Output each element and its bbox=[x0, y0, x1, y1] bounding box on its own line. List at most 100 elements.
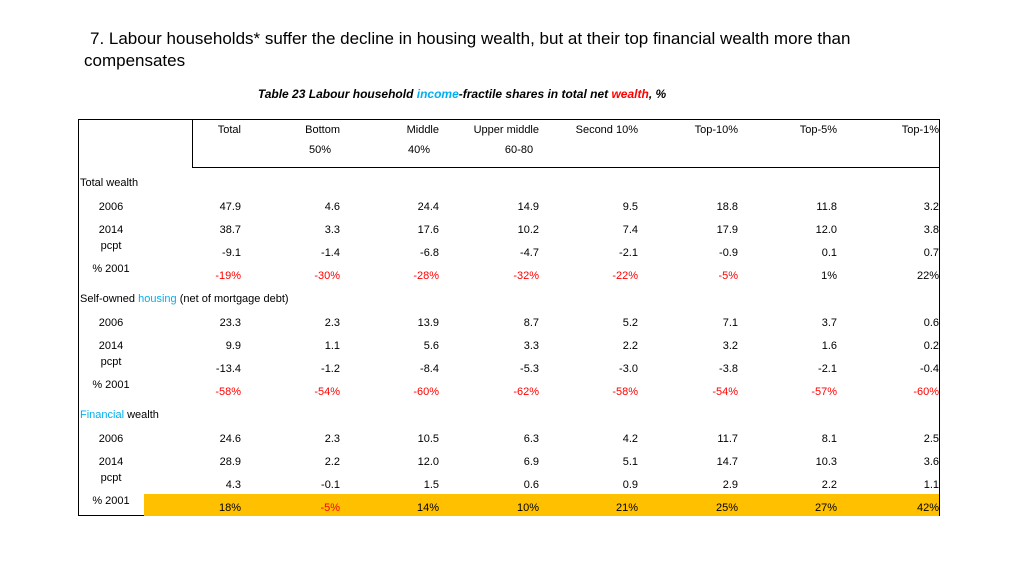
column-header-sub: 60-80 bbox=[504, 144, 534, 156]
table-cell: 0.2 bbox=[923, 340, 939, 352]
table-cell: -2.1 bbox=[619, 247, 638, 259]
section-title: Financial wealth bbox=[80, 409, 159, 422]
table-cell: -62% bbox=[513, 386, 539, 398]
table-cell: 3.2 bbox=[722, 340, 738, 352]
caption-part-3: , % bbox=[648, 87, 667, 101]
section-title-text: Total wealth bbox=[80, 177, 139, 189]
column-header: Bottom bbox=[305, 124, 340, 136]
table-cell: 12.0 bbox=[417, 456, 439, 468]
table-cell: 3.3 bbox=[324, 224, 340, 236]
table-cell: 14% bbox=[416, 502, 439, 514]
table-cell: 11.7 bbox=[717, 433, 738, 445]
highlight-row-fill bbox=[144, 494, 939, 516]
table-cell: 4.6 bbox=[324, 201, 340, 213]
table-cell: -1.2 bbox=[321, 363, 340, 375]
table-cell: 11.8 bbox=[816, 201, 837, 213]
table-cell: -0.9 bbox=[719, 247, 738, 259]
caption-income-word: income bbox=[416, 87, 459, 101]
column-header: Middle bbox=[406, 124, 439, 136]
table-cell: 2.3 bbox=[324, 433, 340, 445]
section-title-rest: (net of mortgage debt) bbox=[176, 293, 289, 305]
section-title-highlight: housing bbox=[138, 293, 177, 305]
table-cell: 10.3 bbox=[815, 456, 837, 468]
table-cell: -0.4 bbox=[920, 363, 939, 375]
table-cell: 10% bbox=[516, 502, 539, 514]
table-cell: 3.3 bbox=[523, 340, 539, 352]
column-header: Top-5% bbox=[799, 124, 837, 136]
table-cell: 9.5 bbox=[622, 201, 638, 213]
table-cell: 14.9 bbox=[517, 201, 539, 213]
row-label: pcpt bbox=[100, 240, 122, 252]
heading-line-2: compensates bbox=[84, 51, 186, 70]
table-cell: -54% bbox=[712, 386, 738, 398]
table-cell: 6.3 bbox=[523, 433, 539, 445]
table-cell: 14.7 bbox=[716, 456, 738, 468]
table-cell: 10.2 bbox=[517, 224, 539, 236]
table-cell: 0.6 bbox=[523, 479, 539, 491]
table-cell: -0.1 bbox=[321, 479, 340, 491]
table-cell: 0.7 bbox=[923, 247, 939, 259]
table-cell: 3.2 bbox=[923, 201, 939, 213]
caption-wealth-word: wealth bbox=[611, 87, 649, 101]
section-title-text: Self-owned bbox=[80, 293, 139, 305]
table-cell: 3.6 bbox=[923, 456, 939, 468]
table-cell: 47.9 bbox=[219, 201, 241, 213]
table-cell: 22% bbox=[916, 270, 939, 282]
table-cell: -8.4 bbox=[420, 363, 439, 375]
table-cell: 5.1 bbox=[622, 456, 638, 468]
table-cell: 8.1 bbox=[821, 433, 837, 445]
table-cell: -28% bbox=[413, 270, 439, 282]
row-label: 2014 bbox=[98, 224, 124, 236]
table-cell: -6.8 bbox=[420, 247, 439, 259]
table-cell: -4.7 bbox=[520, 247, 539, 259]
table-cell: 1.1 bbox=[923, 479, 939, 491]
table-cell: -19% bbox=[215, 270, 241, 282]
table-cell: -60% bbox=[913, 386, 939, 398]
table-cell: 21% bbox=[615, 502, 638, 514]
table-cell: -57% bbox=[811, 386, 837, 398]
row-label: pcpt bbox=[100, 472, 122, 484]
table-cell: 0.1 bbox=[821, 247, 837, 259]
row-label: pcpt bbox=[100, 356, 122, 368]
wealth-shares-table: Total Bottom 50% Middle 40% Upper middle 60-80… bbox=[78, 119, 940, 516]
section-title-highlight: Financial bbox=[80, 409, 125, 421]
table-cell: 2.2 bbox=[324, 456, 340, 468]
table-cell: 5.6 bbox=[423, 340, 439, 352]
table-cell: 10.5 bbox=[417, 433, 439, 445]
table-header-box bbox=[192, 120, 940, 168]
caption-part-1: Table 23 Labour household bbox=[257, 87, 417, 101]
table-cell: -30% bbox=[314, 270, 340, 282]
section-title: Self-owned housing (net of mortgage debt… bbox=[80, 293, 289, 306]
table-cell: 13.9 bbox=[417, 317, 439, 329]
table-cell: -3.0 bbox=[619, 363, 638, 375]
table-cell: 6.9 bbox=[523, 456, 539, 468]
table-cell: 3.8 bbox=[923, 224, 939, 236]
row-label: 2006 bbox=[98, 201, 124, 213]
table-cell: 24.4 bbox=[417, 201, 439, 213]
row-label: 2014 bbox=[98, 456, 124, 468]
table-cell: 2.9 bbox=[722, 479, 738, 491]
table-cell: 0.9 bbox=[622, 479, 638, 491]
slide-heading: 7. Labour households* suffer the decline… bbox=[84, 28, 964, 72]
section-title: Total wealth bbox=[80, 177, 138, 190]
table-cell: 24.6 bbox=[219, 433, 241, 445]
table-cell: 38.7 bbox=[219, 224, 241, 236]
table-cell: 2.2 bbox=[821, 479, 837, 491]
table-cell: 1.1 bbox=[324, 340, 340, 352]
column-header: Top-10% bbox=[694, 124, 738, 136]
table-cell: 17.9 bbox=[716, 224, 738, 236]
table-cell: -5.3 bbox=[520, 363, 539, 375]
column-header-sub: 50% bbox=[308, 144, 332, 156]
table-cell: -5% bbox=[718, 270, 738, 282]
column-header: Second 10% bbox=[575, 124, 638, 136]
heading-line-1: 7. Labour households* suffer the decline… bbox=[90, 29, 851, 48]
table-cell: -60% bbox=[413, 386, 439, 398]
table-cell: -54% bbox=[314, 386, 340, 398]
table-cell: -9.1 bbox=[222, 247, 241, 259]
table-cell: 18.8 bbox=[716, 201, 738, 213]
row-label: % 2001 bbox=[92, 263, 130, 275]
table-cell: 4.3 bbox=[225, 479, 241, 491]
table-cell: 2.2 bbox=[622, 340, 638, 352]
table-cell: 5.2 bbox=[622, 317, 638, 329]
table-cell: -3.8 bbox=[719, 363, 738, 375]
